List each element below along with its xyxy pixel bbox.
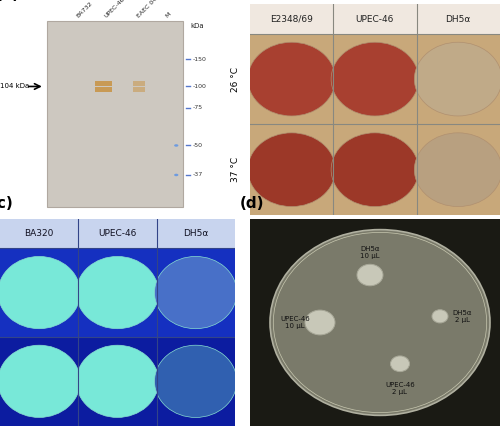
FancyBboxPatch shape <box>156 337 235 426</box>
FancyBboxPatch shape <box>95 81 112 86</box>
FancyBboxPatch shape <box>156 248 235 337</box>
Text: -37: -37 <box>192 172 203 178</box>
Circle shape <box>305 310 335 335</box>
Text: DH5α: DH5α <box>183 229 208 238</box>
FancyBboxPatch shape <box>250 124 333 215</box>
Circle shape <box>331 42 418 116</box>
FancyBboxPatch shape <box>416 34 500 124</box>
Circle shape <box>390 356 409 372</box>
FancyBboxPatch shape <box>416 4 500 34</box>
Circle shape <box>357 264 383 286</box>
FancyBboxPatch shape <box>0 337 78 426</box>
Text: UPEC-46: UPEC-46 <box>104 0 126 19</box>
FancyBboxPatch shape <box>250 34 333 124</box>
FancyBboxPatch shape <box>133 81 144 86</box>
Circle shape <box>432 310 448 323</box>
Text: 104 kDa: 104 kDa <box>0 83 29 89</box>
Circle shape <box>0 345 80 418</box>
Text: DH5α
2 μL: DH5α 2 μL <box>453 310 472 323</box>
Circle shape <box>76 256 158 329</box>
FancyBboxPatch shape <box>333 124 416 215</box>
Text: E2348/69: E2348/69 <box>270 15 313 24</box>
FancyBboxPatch shape <box>78 337 156 426</box>
Text: -50: -50 <box>192 143 202 148</box>
Circle shape <box>248 133 336 206</box>
FancyBboxPatch shape <box>250 219 500 426</box>
Text: BA320: BA320 <box>24 229 54 238</box>
Text: UPEC-46: UPEC-46 <box>98 229 136 238</box>
Text: EAEC 042: EAEC 042 <box>136 0 161 19</box>
FancyBboxPatch shape <box>47 21 184 206</box>
Text: 26 °C: 26 °C <box>230 67 239 92</box>
Circle shape <box>154 345 237 418</box>
FancyBboxPatch shape <box>416 124 500 215</box>
Text: UPEC-46
10 μL: UPEC-46 10 μL <box>280 316 310 329</box>
Ellipse shape <box>174 174 178 176</box>
Circle shape <box>248 42 336 116</box>
Circle shape <box>414 133 500 206</box>
Ellipse shape <box>270 230 490 415</box>
FancyBboxPatch shape <box>156 219 235 248</box>
Text: DH5α: DH5α <box>446 15 471 24</box>
FancyBboxPatch shape <box>333 34 416 124</box>
Text: (a): (a) <box>0 0 20 2</box>
FancyBboxPatch shape <box>78 248 156 337</box>
FancyBboxPatch shape <box>0 219 78 248</box>
Circle shape <box>76 345 158 418</box>
Circle shape <box>331 133 418 206</box>
Circle shape <box>154 256 237 329</box>
Ellipse shape <box>174 144 178 147</box>
Text: 37 °C: 37 °C <box>230 157 239 182</box>
FancyBboxPatch shape <box>250 4 333 34</box>
Text: -150: -150 <box>192 57 206 61</box>
Text: -100: -100 <box>192 84 206 89</box>
FancyBboxPatch shape <box>0 248 78 337</box>
Circle shape <box>0 256 80 329</box>
Text: (c): (c) <box>0 196 14 211</box>
FancyBboxPatch shape <box>133 87 144 92</box>
Text: (d): (d) <box>240 196 264 211</box>
Text: DH5α
10 μL: DH5α 10 μL <box>360 246 380 259</box>
Text: BA732: BA732 <box>75 1 93 19</box>
FancyBboxPatch shape <box>95 87 112 92</box>
Text: M: M <box>164 12 172 19</box>
Text: -75: -75 <box>192 105 203 110</box>
Text: UPEC-46
2 μL: UPEC-46 2 μL <box>385 382 415 395</box>
FancyBboxPatch shape <box>78 219 156 248</box>
Text: kDa: kDa <box>190 23 204 29</box>
Text: UPEC-46: UPEC-46 <box>356 15 394 24</box>
Circle shape <box>414 42 500 116</box>
FancyBboxPatch shape <box>333 4 416 34</box>
